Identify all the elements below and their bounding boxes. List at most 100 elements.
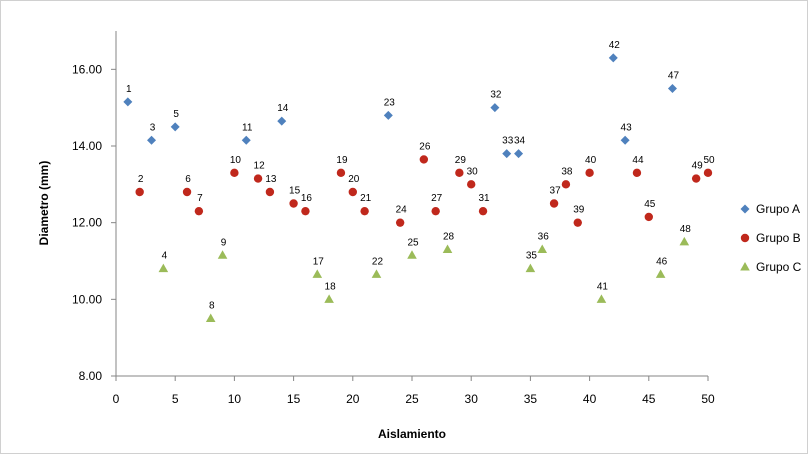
x-tick-label: 35: [524, 392, 538, 406]
tick-layer: 0 5 10 15 20 25 30 35 40 45 508.0010.0012.0014.001…: [72, 62, 715, 406]
point-label: 19: [336, 155, 348, 166]
legend-marker: [740, 233, 750, 243]
grupo-a-point: [170, 122, 180, 132]
point-label: 38: [561, 166, 573, 177]
grupo-c-point: [312, 269, 323, 278]
grupo-a-point: [667, 84, 677, 93]
point-label: 12: [254, 161, 266, 172]
grupo-b-point: [455, 168, 464, 178]
grupo-b-point: [419, 155, 429, 164]
legend-marker: [740, 204, 750, 214]
point-label: 5: [173, 109, 179, 120]
point-label: 40: [585, 155, 597, 166]
point-label: 43: [621, 122, 633, 133]
point-label: 36: [538, 232, 550, 243]
point-label: 44: [632, 155, 644, 166]
legend-label: Grupo C: [756, 260, 802, 274]
point-label: 24: [396, 205, 408, 216]
point-label: 33: [502, 136, 514, 147]
legend: Grupo A Grupo B Grupo C: [740, 202, 802, 274]
point-label: 6: [185, 174, 191, 185]
point-label: 7: [197, 193, 203, 204]
grupo-c-point: [525, 263, 536, 273]
x-tick-label: 20: [346, 392, 360, 406]
grupo-a-point: [383, 110, 393, 120]
grupo-c-point: [442, 244, 453, 253]
grupo-b-point: [301, 206, 310, 216]
point-label: 15: [289, 186, 301, 197]
grupo-b-point: [289, 199, 298, 208]
grupo-c-point: [679, 236, 690, 246]
point-label: 49: [692, 161, 704, 172]
grupo-b-point: [135, 187, 144, 197]
point-label: 20: [348, 174, 360, 185]
grupo-b-point: [431, 206, 440, 216]
grupo-a-point: [241, 135, 251, 145]
point-label: 21: [360, 193, 372, 204]
point-label: 42: [609, 40, 621, 51]
grupo-b-point: [549, 199, 559, 208]
grupo-a-point: [620, 135, 630, 145]
point-label: 28: [443, 232, 455, 243]
grupo-c-point: [596, 294, 607, 303]
grupo-b-point: [253, 174, 263, 183]
point-label: 47: [668, 71, 680, 82]
point-label: 23: [384, 97, 396, 108]
point-label: 9: [221, 237, 227, 248]
y-tick-label: 8.00: [79, 369, 103, 383]
grupo-b-point: [348, 187, 357, 197]
point-label: 13: [265, 174, 277, 185]
grupo-b-point: [561, 180, 571, 189]
grupo-b-point: [194, 206, 204, 216]
grupo-b-point: [467, 180, 476, 189]
x-tick-label: 5: [172, 392, 179, 406]
grupo-c-point: [407, 250, 417, 259]
point-label: 46: [656, 256, 668, 267]
grupo-b-point: [573, 218, 582, 227]
y-tick-label: 14.00: [72, 139, 102, 153]
point-label: 50: [703, 155, 715, 166]
point-label: 18: [325, 281, 337, 292]
point-label: 26: [419, 141, 431, 152]
point-label: 27: [431, 193, 443, 204]
y-tick-label: 16.00: [72, 62, 102, 76]
point-label: 2: [138, 174, 144, 185]
point-label: 22: [372, 256, 384, 267]
x-tick-label: 45: [642, 392, 656, 406]
grupo-b-point: [478, 206, 488, 216]
point-label: 31: [478, 193, 490, 204]
grupo-a-point: [147, 135, 157, 145]
grupo-b-point: [336, 168, 346, 178]
grupo-c-point: [537, 244, 548, 253]
grupo-b-point: [265, 187, 275, 197]
grupo-b-point: [230, 168, 239, 178]
legend-label: Grupo A: [756, 202, 800, 216]
point-label: 29: [455, 155, 467, 166]
grupo-a-point: [608, 53, 618, 63]
x-tick-label: 30: [465, 392, 479, 406]
grupo-a-point: [123, 97, 133, 107]
point-label: 37: [550, 186, 562, 197]
grupo-c-point: [324, 294, 334, 303]
y-tick-label: 10.00: [72, 292, 102, 306]
point-label: 3: [150, 122, 156, 133]
point-label: 4: [162, 251, 168, 262]
x-tick-label: 10: [228, 392, 242, 406]
point-label: 1: [126, 84, 132, 95]
point-label: 39: [573, 205, 585, 216]
legend-label: Grupo B: [756, 231, 801, 245]
grupo-c-point: [205, 313, 216, 322]
grupo-c-point: [158, 263, 169, 273]
point-label: 8: [209, 301, 215, 312]
grupo-a-point: [514, 149, 524, 159]
grupo-b-point: [182, 187, 192, 197]
point-label: 48: [680, 224, 692, 235]
grupo-c-point: [655, 269, 666, 278]
grupo-c-point: [217, 250, 228, 259]
x-axis-title: Aislamiento: [378, 427, 446, 441]
point-label: 16: [301, 193, 313, 204]
grupo-b-point: [632, 168, 642, 178]
point-label: 17: [313, 256, 325, 267]
